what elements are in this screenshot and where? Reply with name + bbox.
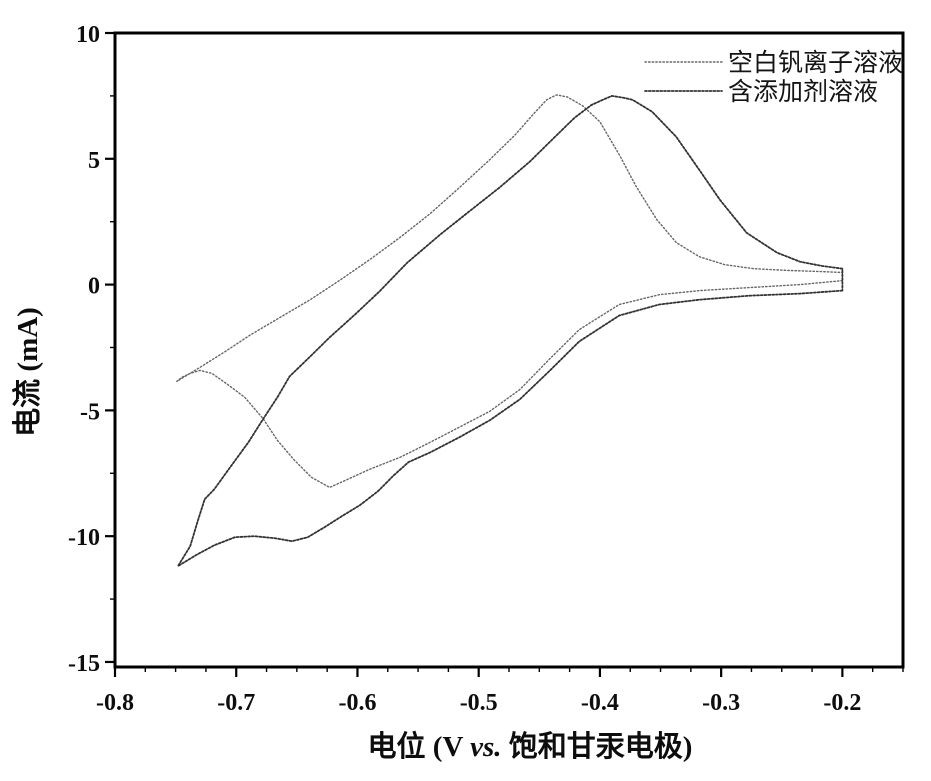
y-tick-label: -15 <box>68 651 100 677</box>
y-tick-label: 10 <box>76 22 100 48</box>
x-tick-label: -0.8 <box>96 690 134 716</box>
y-axis-title: 电流 (mA) <box>11 307 44 437</box>
y-tick-label: 5 <box>88 148 100 174</box>
x-axis-title-prefix: 电位 (V <box>368 729 471 763</box>
plot-frame <box>113 31 905 669</box>
x-axis-title: 电位 (V vs. 饱和甘汞电极) <box>368 729 693 763</box>
x-tick-label: -0.6 <box>338 690 376 716</box>
x-axis-title-vs: vs. <box>470 731 501 763</box>
curve-with-additive <box>177 95 844 567</box>
curve-blank-vanadium <box>176 94 844 489</box>
legend-label-additive: 含添加剂溶液 <box>728 78 878 106</box>
legend: 空白钒离子溶液 含添加剂溶液 <box>644 49 903 106</box>
y-tick-label: 0 <box>88 274 100 300</box>
y-tick-label: -10 <box>68 525 100 551</box>
x-tick-label: -0.4 <box>581 690 619 716</box>
x-tick-label: -0.5 <box>460 690 498 716</box>
x-tick-label: -0.2 <box>823 690 861 716</box>
y-tick-label: -5 <box>80 399 100 425</box>
x-tick-label: -0.3 <box>702 690 740 716</box>
x-axis-title-suffix: 饱和甘汞电极) <box>502 730 693 763</box>
x-tick-label: -0.7 <box>217 690 255 716</box>
legend-label-blank: 空白钒离子溶液 <box>728 49 903 77</box>
